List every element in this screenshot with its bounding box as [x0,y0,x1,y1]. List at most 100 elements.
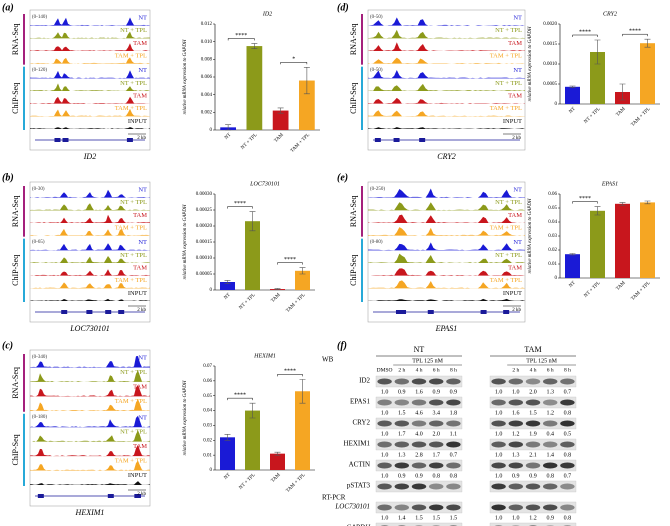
quant: 1.6 [415,389,423,395]
x-tick-label: NT [224,133,232,141]
track-signal [30,96,150,104]
band [377,504,392,511]
quant: 1.0 [512,515,520,521]
track-signal [30,415,150,428]
track-signal [30,189,150,198]
band [446,441,461,448]
panel-label: (d) [337,2,349,13]
band [508,483,524,490]
y-tick-label: 0.012 [201,22,213,27]
track-signal [368,110,525,117]
quant: 1.0 [495,410,503,416]
quant: 1.0 [495,515,503,521]
significance-bracket [227,397,253,401]
panel-label: (f) [337,340,347,351]
blot [375,522,463,526]
error-bar [225,124,232,131]
track-signal [30,127,150,129]
band [508,399,524,406]
band [446,462,461,469]
track-name: NT [138,14,147,21]
chart-title: HEXIM1 [253,353,276,359]
band [394,399,410,406]
track-name: TAM [133,212,147,219]
group-header: NT [414,345,425,354]
track-signal [30,243,150,251]
y-tick-label: 0.02 [203,438,212,443]
track-name: INPUT [503,118,522,125]
quant: 0.9 [415,473,423,479]
significance-bracket [572,201,598,204]
track-signal [368,97,525,104]
group-label: ChIP-Seq [349,255,358,286]
quant: 1.9 [529,431,537,437]
track-signal [368,268,525,276]
track-name: TAM [508,40,522,47]
track-range: (0-180) [32,415,47,420]
quant: 1.0 [381,410,389,416]
band [508,462,524,469]
row-name: ID2 [359,377,370,385]
bar [299,80,315,130]
bar [246,46,263,131]
x-tick-label: TAM [271,472,283,484]
error-bar [299,379,306,404]
band [560,441,575,448]
quant: 1.0 [381,473,389,479]
track-signal [30,444,150,457]
track-name: TAM + TPL [115,277,147,284]
band [560,462,575,469]
gene-name: EPAS1 [435,324,458,333]
quant: 0.7 [564,389,572,395]
x-tick-label: NT + TPL [239,473,257,491]
quant: 1.3 [512,452,520,458]
track-name: NT [138,239,147,246]
band [508,378,524,385]
scale-label: 2 kb [137,136,146,141]
band [542,483,558,490]
track-signal [368,253,525,263]
y-tick-label: 0 [210,128,213,133]
group-label: ChIP-Seq [11,255,20,286]
quant: 0.8 [546,473,554,479]
band [394,378,410,385]
bar [295,270,310,290]
band [377,378,392,385]
x-tick-label: TAM [616,280,628,292]
exon [86,310,93,314]
band [525,378,541,385]
band [377,399,392,406]
band [428,420,444,427]
track-range: (0-50) [370,68,383,73]
track-signal [368,42,525,51]
significance-bracket [277,262,303,265]
quant: 1.8 [450,410,458,416]
significance-label: **** [235,33,247,39]
exon [400,310,407,314]
significance-bracket [280,62,308,65]
panel-label: (c) [2,340,13,351]
bar [590,210,605,278]
quant: 1.2 [546,410,554,416]
treatment: TPL 125 nM [526,358,557,364]
track-name: TAM + TPL [115,105,147,112]
track-signal [30,399,150,411]
chart-title: EPAS1 [601,181,618,187]
track-name: INPUT [128,472,147,479]
error-bar [224,434,231,441]
track-name: NT [513,67,522,74]
track-name: NT [138,67,147,74]
quant: 1.0 [381,515,389,521]
significance-label: **** [234,201,246,207]
band [508,504,524,511]
track-name: NT + TPL [120,252,147,259]
track-name: NT [138,414,147,421]
chart-title: LOC730101 [249,181,280,187]
quant: 1.3 [398,452,406,458]
band [428,504,444,511]
track-signal [30,83,150,91]
y-tick-label: 0.04 [203,409,212,414]
track-signal [30,43,150,51]
significance-label: * [292,57,295,63]
track-name: TAM + TPL [115,458,147,465]
